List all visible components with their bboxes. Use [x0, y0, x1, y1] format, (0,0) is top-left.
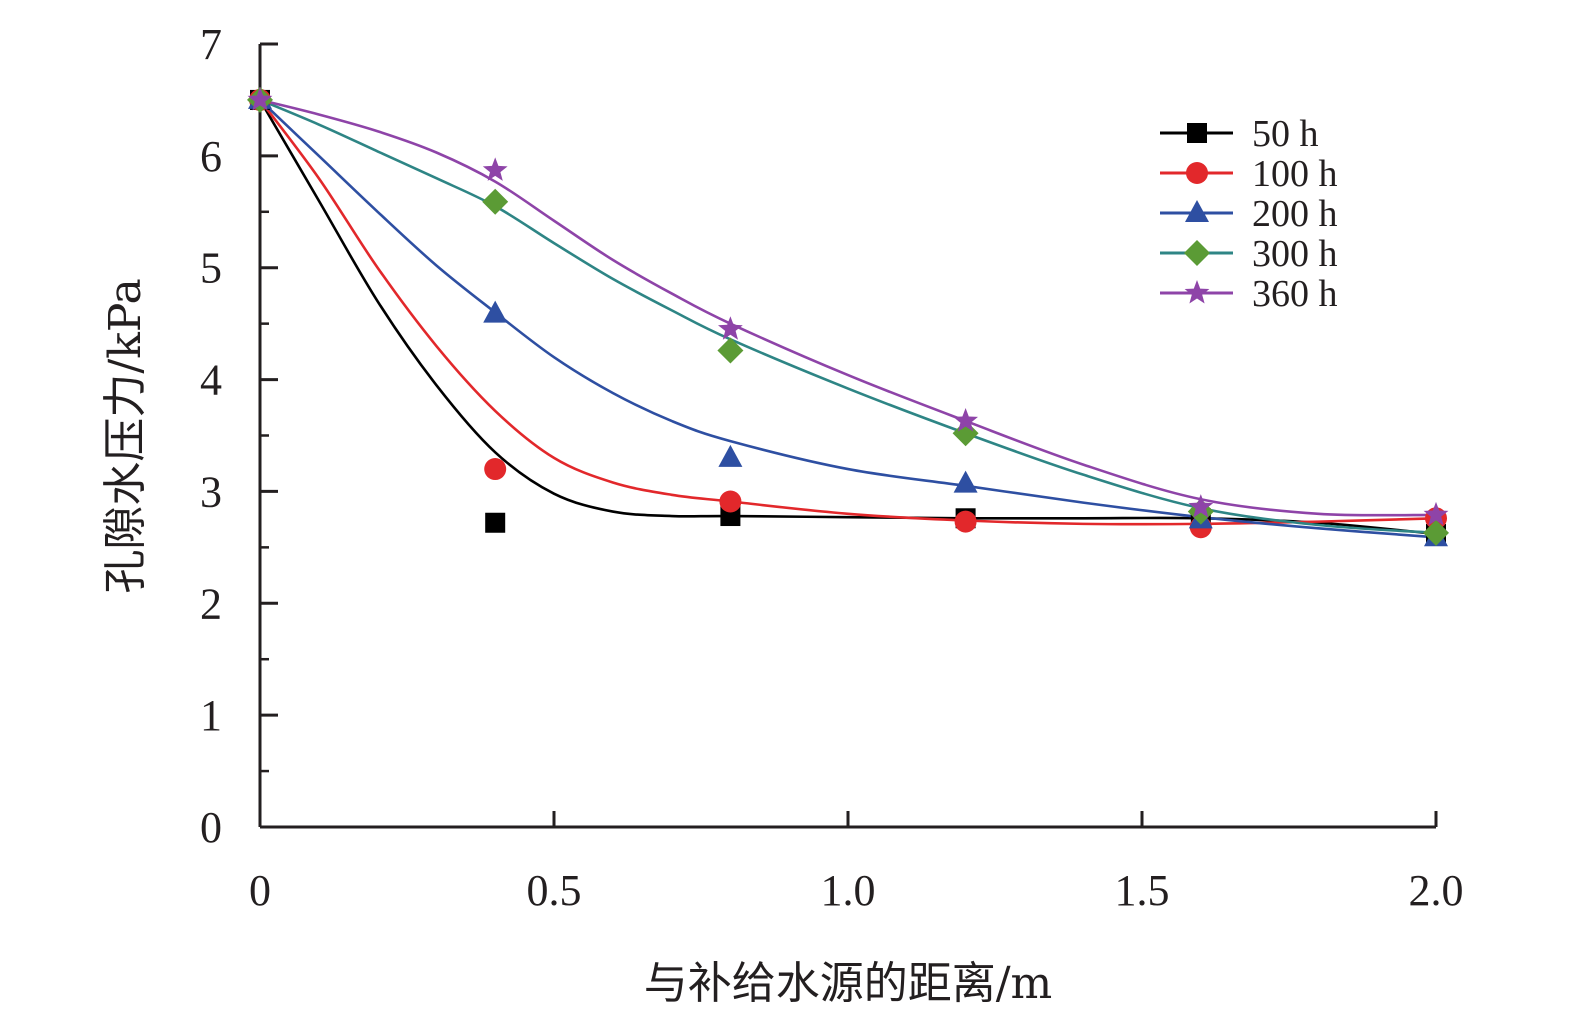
x-tick-label: 0.5 [527, 866, 582, 915]
y-tick-label: 0 [200, 803, 222, 852]
data-point-300h [482, 188, 509, 215]
data-point-200h [483, 300, 508, 323]
data-point-200h [718, 444, 743, 467]
fit-curve-300h [259, 98, 1437, 535]
y-tick-label: 3 [200, 467, 222, 516]
legend-item: 360 h [1160, 273, 1338, 315]
data-point-360h [247, 86, 273, 111]
y-tick-label: 5 [200, 244, 222, 293]
legend-marker-triangle-icon [1185, 200, 1209, 222]
legend-label: 100 h [1252, 153, 1338, 195]
y-tick-label: 1 [200, 691, 222, 740]
data-point-50h [485, 512, 506, 533]
data-point-360h [482, 157, 508, 181]
data-point-300h [717, 337, 744, 364]
legend-marker-star-icon [1184, 280, 1210, 304]
legend-label: 50 h [1252, 113, 1319, 155]
legend-marker-diamond-icon [1184, 240, 1210, 266]
data-point-360h [1188, 494, 1214, 518]
data-point-200h [953, 470, 978, 493]
x-tick-label: 1.0 [821, 866, 876, 915]
legend-label: 200 h [1252, 193, 1338, 235]
data-point-100h [484, 458, 507, 481]
data-markers [247, 86, 1449, 547]
y-axis-ticks: 0 1 2 3 4 5 6 7 [200, 20, 278, 852]
legend-item: 100 h [1160, 153, 1338, 195]
data-point-300h [952, 420, 979, 447]
y-tick-label: 2 [200, 579, 222, 628]
x-tick-label: 0 [249, 866, 271, 915]
data-point-100h [719, 490, 742, 513]
fit-curve-360h [259, 98, 1437, 517]
y-axis-title: 孔隙水压力/kPa [100, 278, 151, 593]
data-point-360h [718, 316, 743, 340]
data-point-360h [1423, 501, 1449, 526]
y-tick-label: 7 [200, 20, 222, 69]
data-point-100h [954, 510, 977, 533]
legend-item: 200 h [1160, 193, 1338, 235]
legend-label: 360 h [1252, 273, 1338, 315]
x-axis-title: 与补给水源的距离/m [644, 958, 1053, 1009]
x-tick-label: 1.5 [1115, 866, 1170, 915]
legend-label: 300 h [1252, 233, 1338, 275]
fit-curve-100h [258, 99, 1437, 526]
x-axis-ticks: 0 0.5 1.0 1.5 2.0 [249, 811, 1464, 915]
data-point-300h [1423, 519, 1449, 546]
legend-item: 300 h [1160, 233, 1338, 275]
y-tick-label: 4 [200, 356, 222, 405]
y-tick-label: 6 [200, 132, 222, 181]
legend-marker-circle-icon [1186, 162, 1208, 184]
fit-curve-50h [258, 99, 1437, 536]
legend-item: 50 h [1160, 113, 1319, 155]
data-point-360h [953, 408, 978, 432]
legend-marker-square-icon [1187, 123, 1207, 143]
x-tick-label: 2.0 [1409, 866, 1464, 915]
